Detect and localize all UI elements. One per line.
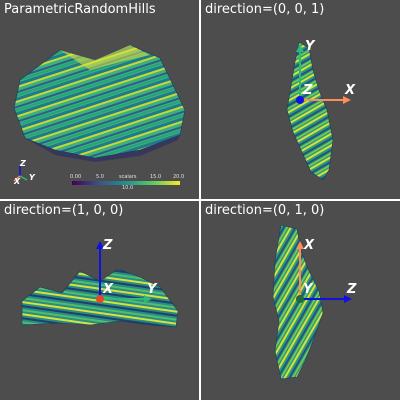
small-axis-x-label: X [13, 177, 21, 186]
scalar-bar-tick-3: 15.0 [150, 174, 162, 180]
scalar-bar-tick-1: 5.0 [96, 174, 104, 180]
surface-view-y: X Z Y [272, 224, 357, 380]
axis-y-label: Y [147, 282, 158, 297]
viewport-parametric-random-hills[interactable]: Z X Y ParametricRandomHills scalars 0.00… [0, 0, 199, 199]
viewport-direction-x[interactable]: Z Y X direction=(1, 0, 0) [0, 201, 199, 400]
panel-title: ParametricRandomHills [4, 2, 156, 17]
hills-surface-view: Z X Y [13, 44, 186, 186]
surface-z [286, 41, 334, 181]
axis-z-label: Z [102, 238, 113, 253]
panel-title: direction=(0, 1, 0) [205, 203, 325, 218]
panel-title: direction=(1, 0, 0) [4, 203, 124, 218]
viewport-direction-y[interactable]: X Z Y direction=(0, 1, 0) [201, 201, 400, 400]
panel-title: direction=(0, 0, 1) [205, 2, 325, 17]
axis-y-label: Y [305, 39, 316, 54]
axis-x-label: X [303, 238, 315, 253]
scalar-bar-tick-0: 0.00 [70, 174, 82, 180]
small-axis-y-label: Y [29, 173, 36, 182]
axis-z-label: Z [346, 282, 357, 297]
small-axis-z-label: Z [19, 159, 26, 168]
axis-x-label: X [102, 282, 114, 297]
axis-y-label: Y [303, 282, 314, 297]
surface-view-z: Y X Z [286, 39, 356, 181]
axis-x-label: X [344, 83, 356, 98]
scalar-bar [72, 181, 180, 185]
viewport-direction-z[interactable]: Y X Z direction=(0, 0, 1) [201, 0, 400, 199]
surface-view-x: Z Y X [21, 238, 179, 328]
scalar-bar-tick-2: 10.0 [122, 185, 134, 191]
scalar-bar-tick-4: 20.0 [173, 174, 185, 180]
axis-z-label: Z [302, 83, 313, 98]
scalar-bar-title: scalars [119, 174, 137, 180]
